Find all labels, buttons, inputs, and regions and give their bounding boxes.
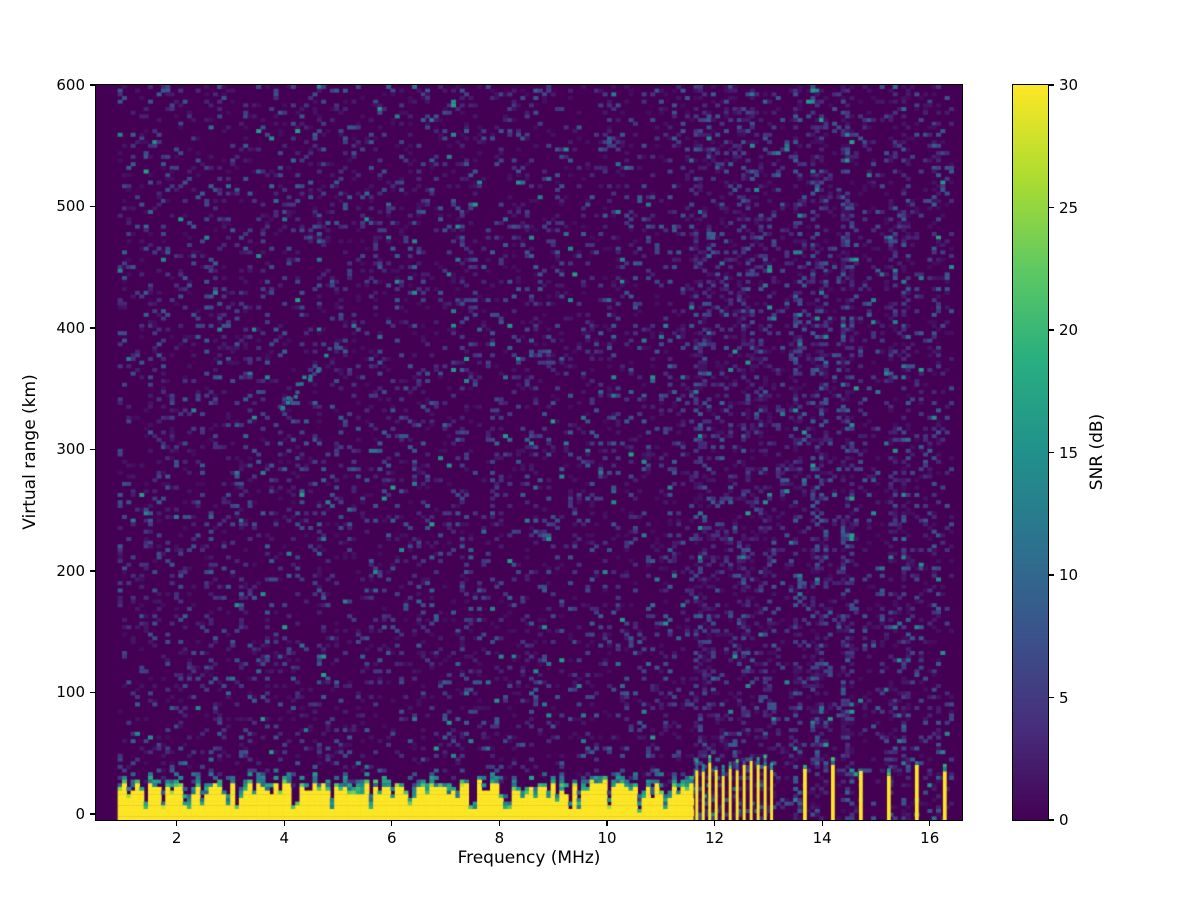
y-tick-label: 300 [56, 440, 85, 459]
y-tick-label: 500 [56, 197, 85, 216]
plot-area [95, 84, 963, 821]
x-axis-label: Frequency (MHz) [457, 848, 601, 868]
colorbar [1012, 84, 1049, 821]
colorbar-tick-label: 20 [1059, 321, 1079, 339]
colorbar-tick-mark [1049, 329, 1054, 331]
x-tick-label: 12 [705, 829, 725, 847]
y-tick-mark [90, 84, 95, 86]
x-tick-label: 2 [171, 829, 182, 847]
colorbar-tick-label: 5 [1059, 688, 1069, 707]
colorbar-tick-label: 0 [1059, 811, 1069, 829]
y-tick-mark [90, 813, 95, 815]
heatmap-canvas [96, 85, 962, 820]
x-tick-mark [391, 821, 393, 826]
x-tick-label: 8 [494, 829, 505, 847]
x-tick-mark [713, 821, 716, 826]
x-tick-mark [498, 821, 500, 826]
colorbar-tick-label: 30 [1059, 76, 1079, 94]
colorbar-tick-label: 15 [1059, 443, 1079, 462]
colorbar-label: SNR (dB) [1087, 413, 1107, 491]
y-axis-label: Virtual range (km) [20, 374, 40, 530]
y-tick-mark [90, 205, 95, 208]
y-tick-label: 100 [56, 683, 85, 702]
colorbar-tick-mark [1049, 574, 1054, 576]
x-tick-label: 6 [387, 829, 397, 847]
x-tick-mark [283, 821, 285, 826]
y-tick-label: 200 [56, 561, 85, 580]
y-tick-label: 600 [56, 76, 85, 94]
colorbar-gradient [1013, 85, 1048, 820]
x-tick-label: 14 [812, 829, 832, 847]
x-tick-label: 16 [920, 829, 940, 847]
y-tick-mark [90, 570, 95, 572]
y-tick-label: 400 [56, 318, 85, 337]
x-tick-mark [821, 821, 823, 826]
colorbar-tick-mark [1049, 451, 1054, 454]
x-tick-label: 10 [597, 829, 617, 847]
colorbar-tick-label: 25 [1059, 198, 1079, 217]
y-tick-mark [90, 691, 95, 694]
x-tick-label: 4 [279, 829, 290, 847]
x-tick-mark [606, 821, 608, 826]
x-tick-mark [929, 821, 931, 826]
y-tick-mark [90, 327, 95, 329]
y-tick-label: 0 [75, 804, 85, 823]
colorbar-tick-mark [1049, 696, 1054, 699]
colorbar-tick-mark [1049, 206, 1054, 209]
y-tick-mark [90, 448, 95, 451]
x-tick-mark [176, 821, 178, 826]
colorbar-tick-mark [1049, 819, 1054, 821]
colorbar-tick-label: 10 [1059, 566, 1079, 584]
colorbar-tick-mark [1049, 84, 1054, 86]
